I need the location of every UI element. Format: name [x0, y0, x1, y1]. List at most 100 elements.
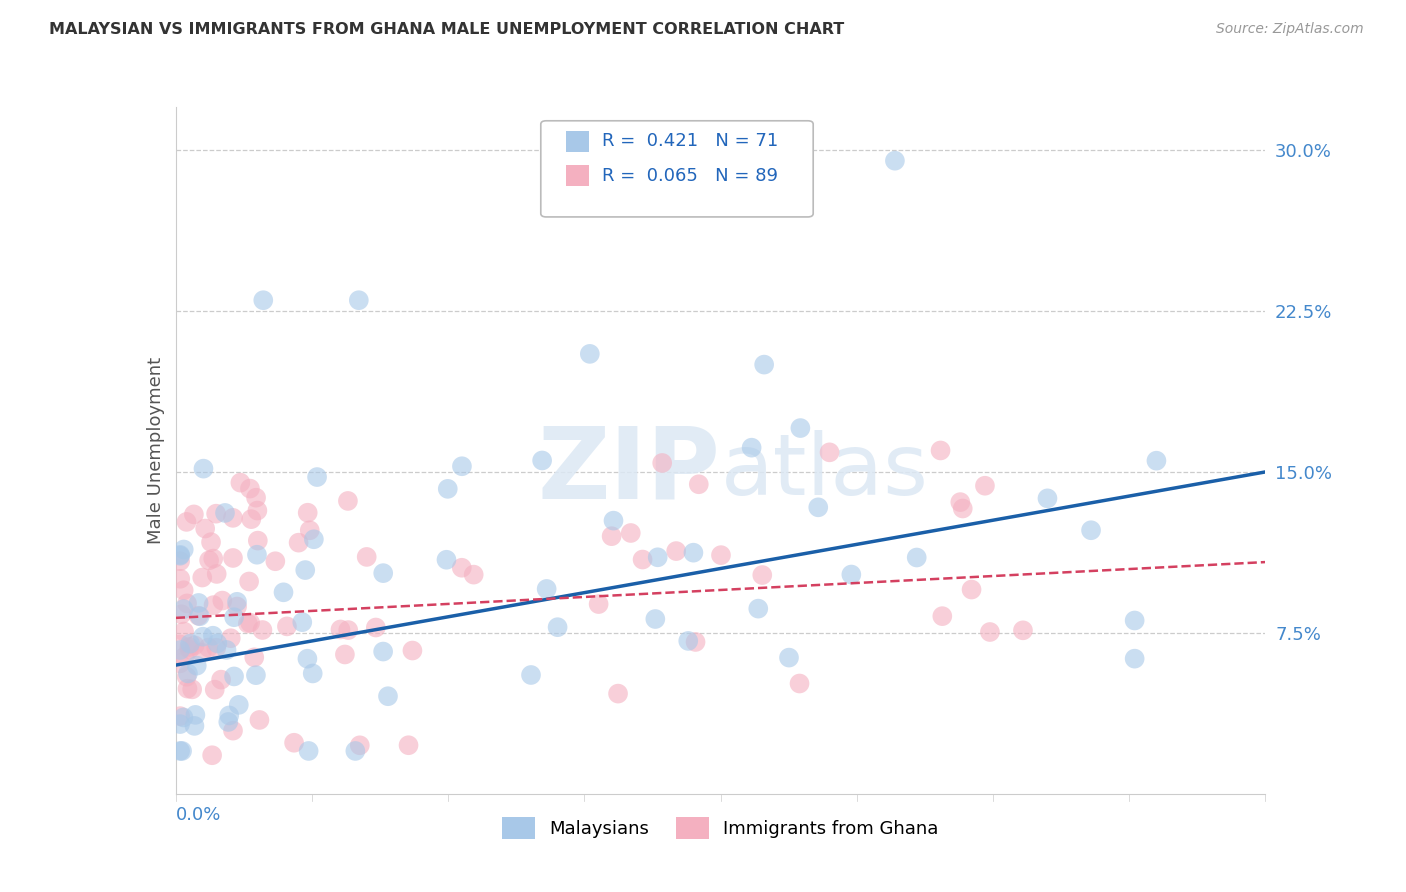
- Point: [202, 551, 225, 566]
- Point: [173, 624, 195, 639]
- Point: [194, 522, 217, 536]
- Point: [297, 651, 319, 665]
- Point: [302, 533, 325, 547]
- Point: [297, 506, 319, 520]
- Point: [187, 596, 209, 610]
- Point: [211, 593, 233, 607]
- Point: [818, 445, 841, 459]
- Point: [547, 620, 569, 634]
- Point: [184, 707, 207, 722]
- Point: [301, 666, 323, 681]
- FancyBboxPatch shape: [541, 120, 813, 217]
- Point: [651, 456, 673, 470]
- Point: [252, 293, 274, 308]
- Point: [249, 713, 271, 727]
- Point: [337, 623, 360, 637]
- Point: [588, 597, 610, 611]
- Point: [169, 572, 191, 586]
- Point: [807, 500, 830, 515]
- Point: [741, 441, 763, 455]
- Point: [336, 494, 359, 508]
- Point: [754, 358, 776, 372]
- Point: [273, 585, 295, 599]
- Point: [678, 634, 700, 648]
- Text: R =  0.421   N = 71: R = 0.421 N = 71: [602, 132, 778, 151]
- Point: [536, 582, 558, 596]
- Point: [173, 649, 195, 664]
- Point: [246, 503, 269, 517]
- Point: [298, 524, 321, 538]
- Point: [371, 644, 394, 658]
- Point: [176, 670, 198, 684]
- Point: [789, 421, 811, 435]
- Point: [183, 508, 205, 522]
- Point: [176, 596, 198, 610]
- Point: [450, 560, 472, 574]
- Point: [169, 554, 191, 568]
- Point: [245, 668, 267, 682]
- Point: [202, 598, 225, 612]
- Point: [222, 669, 245, 683]
- Point: [884, 153, 907, 168]
- Point: [169, 657, 191, 671]
- Point: [204, 682, 226, 697]
- Point: [333, 648, 356, 662]
- Point: [647, 550, 669, 565]
- Point: [226, 599, 249, 614]
- Point: [307, 470, 329, 484]
- Point: [214, 506, 236, 520]
- Point: [169, 709, 191, 723]
- Point: [349, 739, 371, 753]
- Point: [179, 642, 201, 657]
- Point: [191, 630, 214, 644]
- Point: [747, 601, 769, 615]
- Point: [209, 673, 232, 687]
- Point: [294, 563, 316, 577]
- Point: [974, 479, 997, 493]
- Point: [183, 719, 205, 733]
- Point: [347, 293, 370, 308]
- Point: [172, 710, 194, 724]
- Point: [607, 687, 630, 701]
- Point: [170, 607, 193, 622]
- Point: [197, 640, 219, 655]
- Point: [685, 635, 707, 649]
- Point: [219, 631, 242, 645]
- Point: [201, 629, 224, 643]
- Point: [398, 738, 420, 752]
- Point: [177, 666, 200, 681]
- Point: [229, 475, 252, 490]
- Point: [451, 459, 474, 474]
- Point: [751, 568, 773, 582]
- Text: atlas: atlas: [721, 430, 928, 513]
- Point: [169, 717, 191, 731]
- Point: [193, 461, 215, 475]
- Point: [665, 544, 688, 558]
- Point: [205, 640, 228, 655]
- Point: [298, 744, 321, 758]
- Point: [276, 619, 298, 633]
- Point: [960, 582, 983, 597]
- Point: [463, 567, 485, 582]
- Point: [205, 507, 228, 521]
- Point: [688, 477, 710, 491]
- Point: [789, 676, 811, 690]
- Point: [172, 744, 194, 758]
- Point: [631, 552, 654, 566]
- Point: [222, 551, 245, 566]
- Point: [710, 548, 733, 562]
- Point: [176, 681, 198, 696]
- Point: [841, 567, 863, 582]
- Point: [169, 744, 191, 758]
- Point: [169, 549, 191, 563]
- Point: [169, 548, 191, 562]
- Point: [236, 616, 259, 631]
- Point: [215, 643, 238, 657]
- Point: [1144, 453, 1167, 467]
- Point: [200, 535, 222, 549]
- Point: [287, 535, 309, 549]
- Point: [173, 602, 195, 616]
- Point: [190, 646, 212, 660]
- Point: [1123, 651, 1146, 665]
- Point: [264, 554, 287, 568]
